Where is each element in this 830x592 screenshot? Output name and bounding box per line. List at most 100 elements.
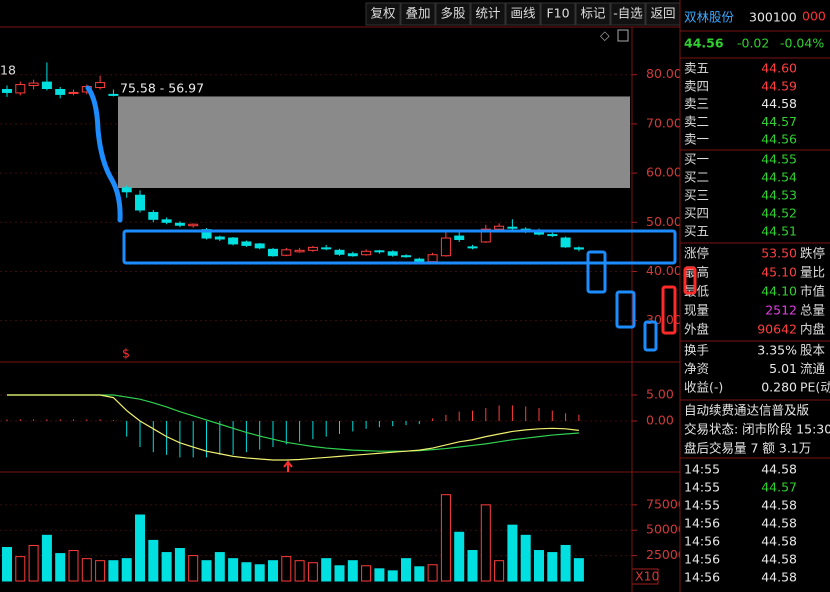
candle-body: [307, 246, 318, 251]
toolbar-label[interactable]: 标记: [580, 6, 606, 21]
candle-body: [268, 248, 278, 257]
volume-bar: [573, 558, 584, 582]
toolbar-button[interactable]: [575, 2, 611, 26]
trade-price: 44.58: [761, 570, 797, 585]
row-label: 流通: [800, 361, 826, 376]
volume-bar: [28, 544, 39, 582]
trade-price: 44.58: [761, 516, 797, 531]
volume-bar: [81, 558, 92, 582]
volume-bar: [95, 560, 106, 582]
row-value: 0.280: [761, 380, 797, 395]
volume-bar: [307, 562, 318, 582]
candle-body: [161, 219, 172, 223]
drawn-box: [615, 290, 636, 329]
toolbar-button[interactable]: [610, 2, 646, 26]
toolbar-label[interactable]: 统计: [475, 6, 500, 21]
volume-bar: [121, 558, 132, 582]
row-label: 股本: [800, 343, 826, 358]
row-label: 买三: [684, 188, 709, 203]
stock-code: 300100: [749, 10, 797, 25]
row-value: 44.58: [761, 96, 797, 111]
volume-bar: [347, 560, 358, 582]
icon[interactable]: ◇: [600, 28, 610, 43]
y-tick-label: 40.00: [646, 263, 682, 278]
volume-bar: [294, 560, 305, 582]
toolbar-button[interactable]: [365, 2, 401, 26]
y-tick-label: 60.00: [646, 165, 682, 180]
y-tick-label: 0.00: [646, 413, 674, 428]
toolbar-label[interactable]: 多股: [440, 6, 466, 21]
candle-body: [15, 84, 26, 94]
chart-area: 复权 叠加 多股 统计 画线 F10 标记 -自选 返回30.0040.0050.0060.00…: [0, 2, 686, 592]
toolbar-button[interactable]: [470, 2, 506, 26]
toolbar-label[interactable]: 返回: [650, 6, 675, 21]
y-tick-label: 70.00: [646, 115, 682, 130]
toolbar-button[interactable]: [540, 2, 576, 26]
arrow: [283, 460, 293, 472]
candle-body: [454, 235, 465, 240]
change: -0.02: [737, 36, 769, 51]
signal-marker: $: [122, 346, 130, 361]
volume-bar: [494, 560, 505, 582]
trade-time: 14:56: [684, 552, 720, 567]
row-label: 跌停: [800, 246, 825, 261]
candle-body: [148, 211, 159, 220]
toolbar-label[interactable]: 叠加: [405, 6, 430, 21]
volume-bar: [135, 514, 145, 582]
candle-body: [55, 88, 66, 95]
row-label: 涨停: [684, 246, 709, 261]
change-pct: -0.04%: [780, 36, 824, 51]
row-value: 44.55: [761, 152, 797, 167]
candle-body: [174, 222, 185, 226]
candle-body: [547, 234, 558, 237]
toolbar-label[interactable]: 画线: [510, 6, 536, 21]
candle-body: [281, 249, 292, 256]
trade-price: 44.58: [761, 498, 797, 513]
toolbar-label[interactable]: -自选: [613, 6, 643, 21]
row-value: 44.52: [761, 206, 797, 221]
icon[interactable]: [617, 29, 629, 42]
row-value: 44.51: [761, 224, 797, 239]
row-label: 买五: [684, 224, 709, 239]
drawn-box: [661, 285, 677, 335]
candle-body: [480, 228, 491, 243]
drawn-box: [683, 266, 697, 295]
quote-panel: 双林股份 300100 000 44.56 -0.02 -0.04% 卖五 44.60 卖四 44…: [679, 0, 830, 592]
candle-body: [361, 250, 372, 256]
row-label: 买一: [684, 152, 709, 167]
row-label: 市值: [800, 284, 825, 299]
price: 44.56: [684, 36, 724, 51]
dif-line: [7, 394, 579, 461]
volume-bar: [2, 546, 12, 582]
volume-bar: [228, 558, 239, 582]
toolbar-label[interactable]: 复权: [370, 6, 396, 21]
range-box: [118, 96, 630, 188]
row-label: 收益(-): [684, 380, 723, 395]
candle-body: [440, 237, 451, 257]
row-value: 44.57: [761, 114, 797, 129]
row-value: 44.59: [761, 78, 797, 93]
notice: 盘后交易量 7 额 3.1万: [684, 441, 811, 456]
volume-bar: [480, 504, 491, 582]
candle-body: [347, 253, 358, 257]
toolbar-button[interactable]: [400, 2, 436, 26]
candle-body: [507, 226, 518, 229]
row-value: 2512: [765, 303, 797, 318]
candle-body: [28, 82, 39, 87]
toolbar-button[interactable]: [435, 2, 471, 26]
volume-bar: [55, 553, 66, 582]
trade-time: 14:56: [684, 570, 720, 585]
row-label: 外盘: [684, 322, 709, 337]
volume-bar: [507, 524, 518, 582]
toolbar-button[interactable]: [505, 2, 541, 26]
toolbar-label[interactable]: F10: [546, 6, 569, 21]
y-tick-label: 25000: [646, 547, 686, 562]
volume-bar: [268, 560, 278, 582]
trade-time: 14:56: [684, 516, 720, 531]
candle-body: [427, 254, 438, 263]
candle-body: [41, 81, 52, 89]
row-label: 买二: [684, 170, 709, 185]
candle-body: [228, 237, 239, 245]
row-label: 卖一: [684, 132, 709, 147]
volume-bar: [281, 556, 292, 582]
